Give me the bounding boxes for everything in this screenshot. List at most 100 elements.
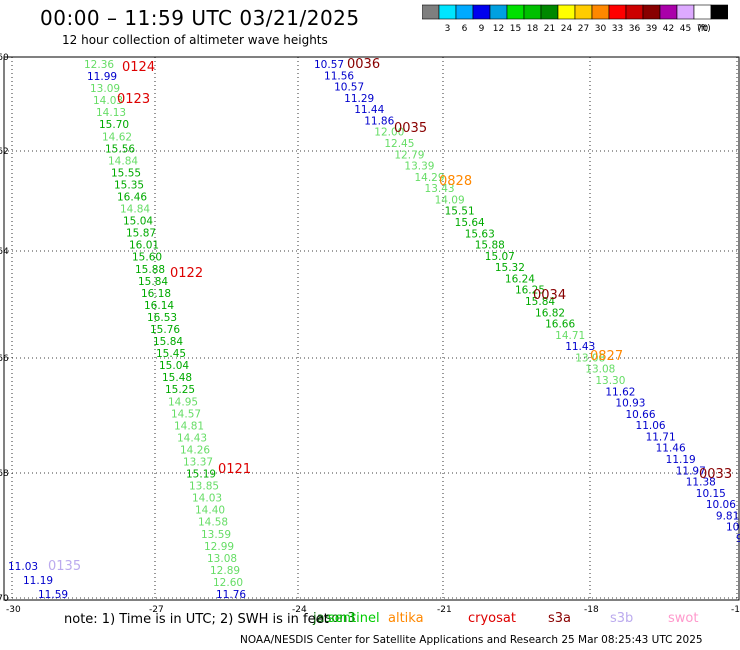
satellite-legend-item: swot bbox=[668, 611, 699, 626]
wave-height-value: 15.84 bbox=[525, 296, 555, 308]
wave-height-value: 11.56 bbox=[324, 70, 354, 82]
pass-time-label: 0135 bbox=[48, 559, 81, 574]
wave-height-value: 15.35 bbox=[114, 179, 144, 191]
pass-time-label: 0033 bbox=[699, 467, 732, 482]
wave-height-value: 11.44 bbox=[354, 104, 384, 116]
wave-height-value: 10.15 bbox=[696, 488, 726, 500]
wave-height-value: 15.87 bbox=[126, 228, 156, 240]
longitude-tick-label: -27 bbox=[149, 605, 164, 615]
wave-height-value: 10.06 bbox=[706, 499, 736, 511]
colorbar-tick-label: 12 bbox=[493, 24, 504, 34]
wave-height-value: 10.57 bbox=[314, 59, 344, 71]
wave-height-value: 15.45 bbox=[156, 348, 186, 360]
satellite-legend-item: s3b bbox=[610, 611, 634, 626]
wave-height-value: 15.32 bbox=[495, 262, 525, 274]
satellite-legend-item: altika bbox=[388, 611, 424, 626]
wave-height-value: 11.99 bbox=[87, 71, 117, 83]
footer-credit: NOAA/NESDIS Center for Satellite Applica… bbox=[240, 634, 703, 646]
wave-height-value: 14.03 bbox=[192, 493, 222, 505]
longitude-tick-label: -21 bbox=[437, 605, 452, 615]
colorbar-tick-label: 21 bbox=[544, 24, 555, 34]
wave-height-value: 11.29 bbox=[344, 93, 374, 105]
wave-height-value: 12.79 bbox=[394, 149, 424, 161]
wave-height-value: 9.20 bbox=[736, 533, 740, 545]
wave-height-value: 11.19 bbox=[666, 454, 696, 466]
wave-height-value: 11.38 bbox=[686, 477, 716, 489]
wave-height-value: 14.26 bbox=[180, 444, 210, 456]
colorbar-tick-label: 33 bbox=[612, 24, 623, 34]
altimeter-track: 11.03 11.19 11.59 0135 bbox=[8, 559, 81, 601]
colorbar-tick-label: 70 bbox=[697, 24, 709, 34]
wave-height-value: 12.45 bbox=[384, 138, 414, 150]
wave-height-value: 11.03 bbox=[8, 561, 38, 573]
pass-time-label: 0034 bbox=[533, 288, 566, 303]
wave-height-value: 11.86 bbox=[364, 115, 394, 127]
wave-height-value: 14.58 bbox=[198, 517, 228, 529]
wave-height-value: 16.18 bbox=[141, 288, 171, 300]
wave-height-value: 14.62 bbox=[102, 131, 132, 143]
wave-height-value: 9.81 bbox=[716, 510, 739, 522]
wave-height-value: 16.14 bbox=[144, 300, 174, 312]
wave-height-value: 16.66 bbox=[545, 319, 575, 331]
wave-height-value: 15.84 bbox=[138, 276, 168, 288]
pass-time-label: 0124 bbox=[122, 60, 155, 75]
latitude-tick-label: -66 bbox=[0, 354, 9, 364]
wave-height-value: 11.62 bbox=[605, 386, 635, 398]
colorbar-tick-label: 18 bbox=[527, 24, 539, 34]
wave-height-value: 13.85 bbox=[189, 481, 219, 493]
colorbar-unit: (ft) bbox=[697, 24, 711, 34]
wave-height-value: 11.97 bbox=[676, 465, 706, 477]
wave-height-value: 14.95 bbox=[168, 396, 198, 408]
wave-height-value: 14.40 bbox=[195, 505, 225, 517]
wave-height-value: 14.57 bbox=[171, 408, 201, 420]
wave-height-value: 15.84 bbox=[153, 336, 183, 348]
pass-time-label: 0036 bbox=[347, 57, 380, 72]
wave-height-value: 10.57 bbox=[334, 82, 364, 94]
wave-height-value: 12.00 bbox=[374, 127, 404, 139]
wave-height-value: 16.53 bbox=[147, 312, 177, 324]
colorbar-tick-label: 30 bbox=[595, 24, 607, 34]
colorbar-tick-label: 9 bbox=[479, 24, 485, 34]
wave-height-value: 14.84 bbox=[120, 204, 150, 216]
pass-time-label: 0035 bbox=[394, 121, 427, 136]
wave-height-value: 11.43 bbox=[565, 341, 595, 353]
latitude-tick-label: -70 bbox=[0, 594, 9, 604]
wave-height-value: 14.81 bbox=[174, 420, 204, 432]
wave-height-value: 14.43 bbox=[177, 432, 207, 444]
latitude-tick-label: -68 bbox=[0, 469, 9, 479]
latitude-tick-label: -62 bbox=[0, 147, 9, 157]
latitude-tick-label: -64 bbox=[0, 247, 9, 257]
wave-height-value: 16.24 bbox=[505, 273, 535, 285]
wave-height-value: 15.63 bbox=[465, 228, 495, 240]
wave-height-value: 16.25 bbox=[515, 285, 545, 297]
colorbar-tick-label: 42 bbox=[663, 24, 674, 34]
pass-time-label: 0827 bbox=[590, 349, 623, 364]
wave-height-value: 14.84 bbox=[108, 155, 138, 167]
page-subtitle: 12 hour collection of altimeter wave hei… bbox=[62, 33, 328, 47]
wave-height-value: 14.29 bbox=[414, 172, 444, 184]
wave-height-value: 15.56 bbox=[105, 143, 135, 155]
colorbar-tick-label: 45 bbox=[680, 24, 691, 34]
wave-height-value: 13.59 bbox=[201, 529, 231, 541]
colorbar-swatch bbox=[710, 4, 728, 20]
wave-height-value: 15.25 bbox=[165, 384, 195, 396]
wave-height-value: 16.82 bbox=[535, 307, 565, 319]
wave-height-value: 13.30 bbox=[595, 375, 625, 387]
wave-height-value: 15.60 bbox=[132, 252, 162, 264]
wave-height-value: 15.70 bbox=[99, 119, 129, 131]
colorbar-tick-label: 24 bbox=[561, 24, 573, 34]
wave-height-value: 13.37 bbox=[183, 457, 213, 469]
wave-height-value: 14.09 bbox=[435, 194, 465, 206]
longitude-tick-label: -24 bbox=[292, 605, 307, 615]
wave-height-value: 10.93 bbox=[615, 398, 645, 410]
wave-height-value: 15.88 bbox=[135, 264, 165, 276]
colorbar-tick-label: 15 bbox=[510, 24, 521, 34]
wave-height-value: 15.55 bbox=[111, 167, 141, 179]
wave-height-value: 12.36 bbox=[84, 59, 114, 71]
altimeter-track: 10.5711.5610.5711.2911.4411.8612.0012.45… bbox=[314, 57, 740, 545]
wave-height-value: 11.76 bbox=[216, 589, 246, 601]
wave-height-value: 10.66 bbox=[625, 409, 655, 421]
wave-height-value: 15.48 bbox=[162, 372, 192, 384]
wave-height-value: 15.04 bbox=[159, 360, 189, 372]
wave-height-value: 15.51 bbox=[445, 206, 475, 218]
